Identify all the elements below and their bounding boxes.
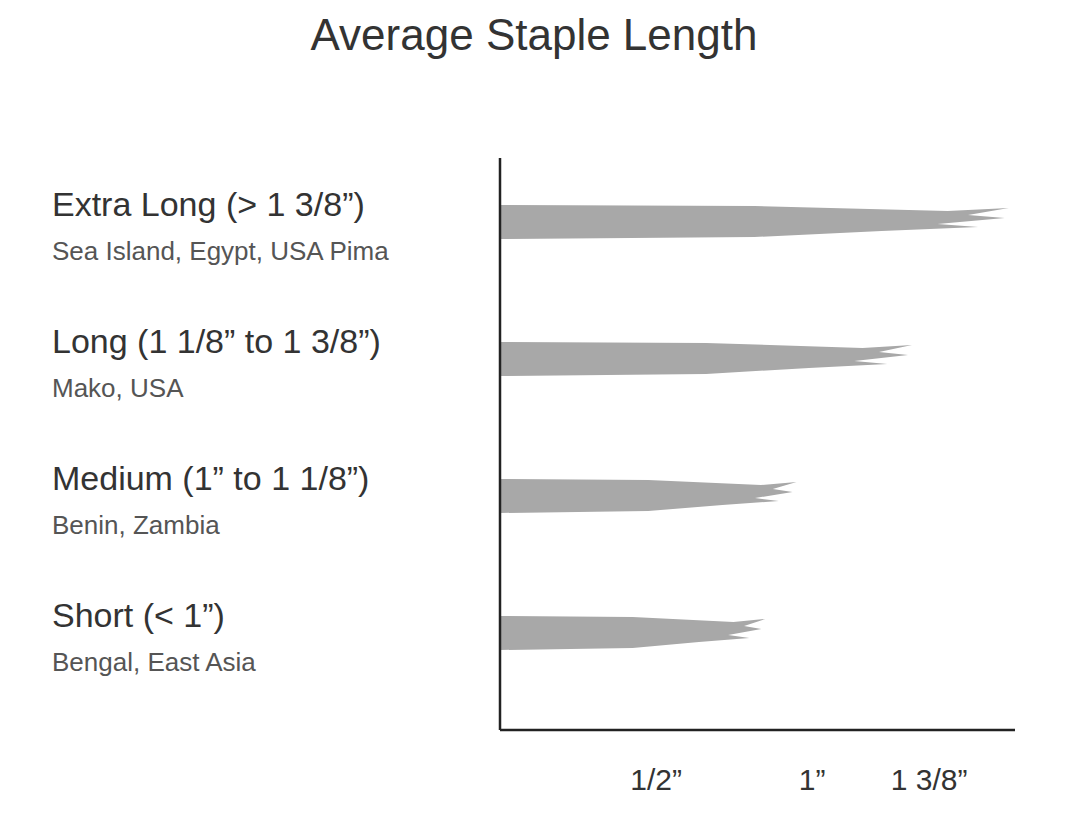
category-label: Long (1 1/8” to 1 3/8”)	[52, 322, 381, 360]
bar	[500, 479, 797, 513]
bar	[500, 205, 1009, 239]
category-subtitle: Bengal, East Asia	[52, 647, 256, 677]
category-label: Extra Long (> 1 3/8”)	[52, 185, 365, 223]
category-subtitle: Sea Island, Egypt, USA Pima	[52, 236, 389, 266]
chart-container: Average Staple Length Extra Long (> 1 3/8…	[0, 0, 1080, 816]
category-subtitle: Benin, Zambia	[52, 510, 220, 540]
title: Average Staple Length	[311, 10, 758, 59]
y-axis-line	[499, 158, 502, 730]
x-tick-label: 1/2”	[630, 763, 682, 796]
x-tick-label: 1 3/8”	[891, 763, 968, 796]
x-tick-label: 1”	[799, 763, 826, 796]
category-subtitle: Mako, USA	[52, 373, 184, 403]
bar	[500, 616, 765, 650]
category-label: Medium (1” to 1 1/8”)	[52, 459, 369, 497]
category-label: Short (< 1”)	[52, 596, 225, 634]
chart-svg: Average Staple Length Extra Long (> 1 3/8…	[0, 0, 1080, 816]
x-axis-line	[500, 729, 1015, 732]
bars	[500, 205, 1009, 650]
bar	[500, 342, 912, 376]
